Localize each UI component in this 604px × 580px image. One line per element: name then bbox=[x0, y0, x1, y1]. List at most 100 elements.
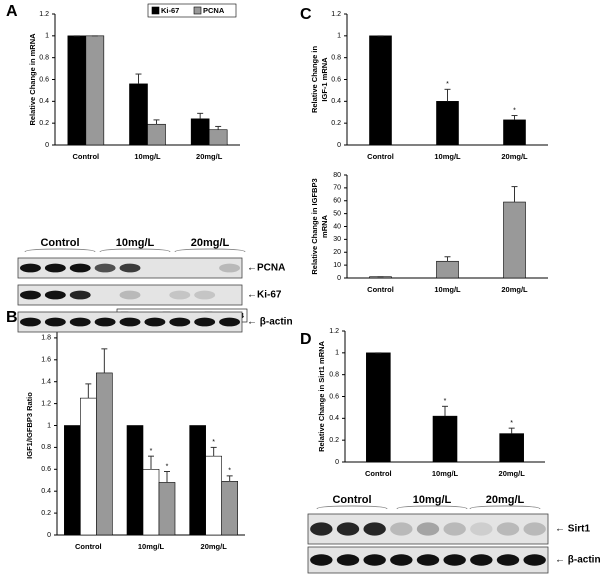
blot-band bbox=[69, 317, 91, 327]
y-axis-label: Relative Change in bbox=[310, 46, 319, 114]
x-tick-label: 20mg/L bbox=[501, 285, 528, 294]
bar bbox=[205, 455, 222, 536]
blot-band bbox=[523, 522, 546, 536]
error-bar bbox=[442, 405, 448, 417]
blot-band bbox=[94, 263, 116, 273]
legend-swatch bbox=[151, 6, 160, 15]
error-bar bbox=[215, 125, 222, 130]
blot-bracket bbox=[469, 505, 541, 510]
error-bar bbox=[85, 383, 92, 399]
error-bar bbox=[148, 455, 154, 470]
blot-band bbox=[470, 522, 493, 536]
y-tick-label: 1.2 bbox=[331, 11, 341, 18]
y-tick-label: 1.2 bbox=[329, 328, 339, 335]
blot-group-label: 20mg/L bbox=[486, 494, 525, 506]
blot-group-label: 20mg/L bbox=[191, 237, 230, 249]
blot-band bbox=[194, 317, 216, 327]
legend-swatch bbox=[193, 6, 202, 15]
y-axis-label: IGF1/IGFBP3 Ratio bbox=[25, 392, 34, 459]
y-tick-label: 0.6 bbox=[39, 76, 49, 83]
blot-group-label: 10mg/L bbox=[413, 494, 452, 506]
y-axis-label: Relative Change in IGFBP3 bbox=[310, 178, 319, 274]
y-tick-label: 60 bbox=[333, 198, 341, 205]
significance: * bbox=[444, 398, 447, 405]
x-tick-label: Control bbox=[365, 469, 392, 478]
bar bbox=[503, 119, 526, 146]
blot-band bbox=[310, 522, 333, 536]
y-tick-label: 0 bbox=[45, 142, 49, 149]
y-tick-label: 0.8 bbox=[41, 444, 51, 451]
significance: * bbox=[228, 468, 231, 475]
y-tick-label: 1 bbox=[335, 350, 339, 357]
bar bbox=[436, 101, 459, 146]
blot-band bbox=[219, 317, 241, 327]
y-tick-label: 10 bbox=[333, 262, 341, 269]
y-tick-label: 0 bbox=[47, 532, 51, 539]
blot-band bbox=[44, 317, 66, 327]
significance: * bbox=[510, 420, 513, 427]
blot-band bbox=[336, 554, 360, 566]
error-bar bbox=[135, 73, 142, 84]
significance: * bbox=[166, 463, 169, 470]
error-bar bbox=[511, 115, 518, 120]
significance: * bbox=[150, 448, 153, 455]
blot-group-label: Control bbox=[40, 237, 79, 249]
blot-band-label: ←PCNA bbox=[247, 263, 285, 274]
bar bbox=[432, 415, 458, 463]
bar bbox=[80, 397, 97, 536]
y-tick-label: 1 bbox=[337, 33, 341, 40]
y-tick-label: 0.4 bbox=[39, 98, 49, 105]
blot-band bbox=[44, 290, 66, 300]
bar bbox=[67, 35, 87, 146]
blot-band bbox=[443, 522, 466, 536]
legend-label: PCNA bbox=[203, 6, 225, 15]
y-tick-label: 0.4 bbox=[331, 98, 341, 105]
x-tick-label: 20mg/L bbox=[196, 152, 223, 161]
blot-band bbox=[336, 522, 360, 536]
error-bar bbox=[101, 348, 108, 373]
bar bbox=[126, 425, 144, 536]
blot-group-label: 10mg/L bbox=[116, 237, 155, 249]
blot-band bbox=[69, 263, 91, 273]
y-tick-label: 0 bbox=[335, 459, 339, 466]
blot-band bbox=[119, 317, 141, 327]
y-tick-label: 40 bbox=[333, 223, 341, 230]
error-bar bbox=[197, 112, 204, 119]
bar bbox=[369, 35, 392, 146]
error-bar bbox=[511, 186, 518, 203]
y-tick-label: 0 bbox=[337, 142, 341, 149]
blot-band bbox=[390, 554, 413, 566]
blot-band bbox=[119, 263, 141, 273]
blot-band bbox=[443, 554, 466, 566]
blot-bracket bbox=[24, 248, 96, 253]
x-tick-label: 20mg/L bbox=[201, 542, 228, 551]
blot-band bbox=[310, 554, 333, 566]
x-tick-label: Control bbox=[367, 285, 394, 294]
blot-band-label: ← β-actin bbox=[555, 555, 601, 566]
bar bbox=[436, 260, 459, 279]
bar bbox=[503, 201, 526, 279]
y-tick-label: 0.2 bbox=[41, 510, 51, 517]
blot-band bbox=[470, 554, 493, 566]
blot-band bbox=[194, 290, 216, 300]
panel-label: A bbox=[6, 3, 18, 20]
panel-label: C bbox=[300, 6, 312, 23]
y-tick-label: 0.8 bbox=[39, 55, 49, 62]
y-tick-label: 0.4 bbox=[329, 415, 339, 422]
y-tick-label: 0.6 bbox=[331, 76, 341, 83]
bar bbox=[499, 433, 524, 463]
blot-band bbox=[416, 554, 440, 566]
y-tick-label: 30 bbox=[333, 236, 341, 243]
bar bbox=[221, 481, 238, 536]
y-tick-label: 70 bbox=[333, 185, 341, 192]
error-bar bbox=[444, 256, 451, 262]
x-tick-label: 10mg/L bbox=[138, 542, 165, 551]
error-bar bbox=[444, 88, 451, 102]
blot-band bbox=[390, 522, 413, 536]
bar bbox=[366, 352, 391, 463]
blot-band-label: ←Ki-67 bbox=[247, 290, 282, 301]
x-tick-label: 20mg/L bbox=[499, 469, 526, 478]
y-tick-label: 0.2 bbox=[329, 437, 339, 444]
